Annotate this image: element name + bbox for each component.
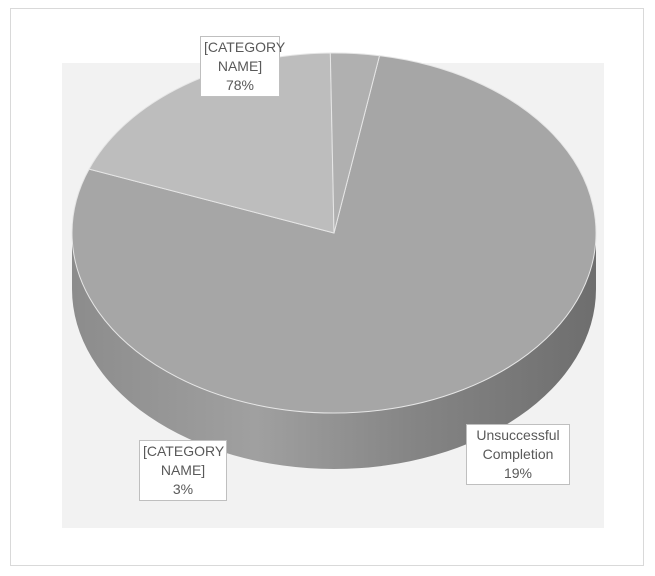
pie-slice-0 bbox=[71, 55, 597, 414]
pie-slice-1 bbox=[88, 52, 335, 234]
pie-wall bbox=[72, 233, 596, 469]
pie-top-face bbox=[71, 52, 597, 414]
data-label-line: 3% bbox=[172, 481, 194, 497]
pie-side-wall bbox=[72, 233, 596, 469]
data-label-line: [CATEGORY bbox=[204, 39, 286, 55]
data-label-line: NAME] bbox=[217, 58, 263, 74]
pie-slice-2 bbox=[329, 52, 381, 234]
data-label-line: 78% bbox=[225, 77, 255, 93]
data-label-slice-1: Unsuccessful Completion 19% bbox=[466, 424, 570, 485]
data-label-slice-2: [CATEGORY NAME] 3% bbox=[139, 440, 227, 501]
data-label-line: Unsuccessful bbox=[476, 427, 560, 443]
data-label-line: [CATEGORY bbox=[143, 443, 225, 459]
data-label-slice-0: [CATEGORY NAME] 78% bbox=[200, 36, 286, 97]
data-label-line: NAME] bbox=[160, 462, 206, 478]
data-label-line: Completion 19% bbox=[482, 446, 554, 481]
